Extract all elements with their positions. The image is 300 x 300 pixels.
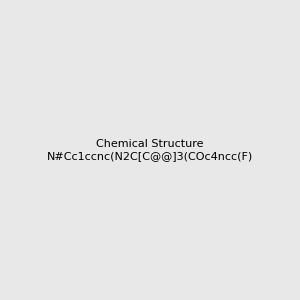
- Text: Chemical Structure
N#Cc1ccnc(N2C[C@@]3(COc4ncc(F): Chemical Structure N#Cc1ccnc(N2C[C@@]3(C…: [47, 139, 253, 161]
